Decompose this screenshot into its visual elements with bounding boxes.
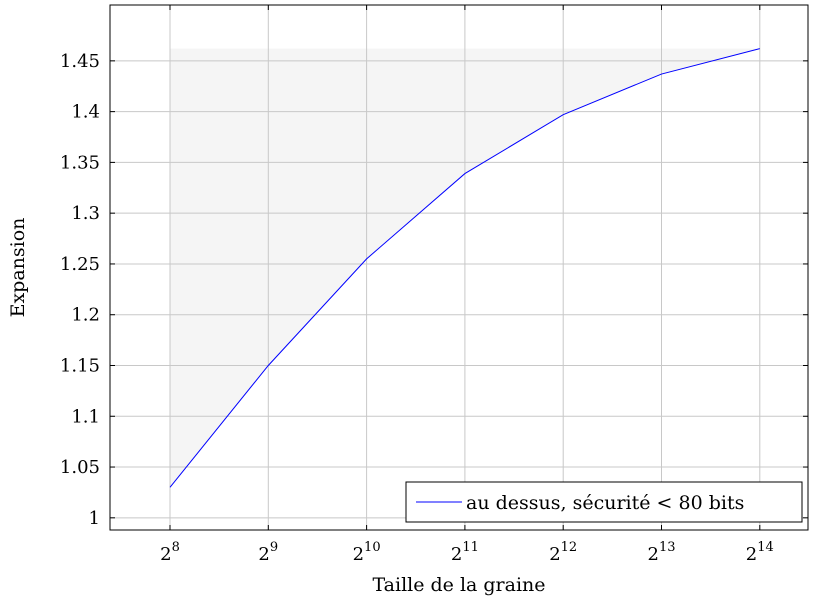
x-tick-label: 214 [746, 540, 774, 565]
shaded-region [170, 48, 760, 488]
x-tick-exponent: 10 [364, 540, 381, 555]
series-layer [169, 48, 760, 488]
x-tick-base: 2 [746, 544, 757, 565]
x-tick-exponent: 12 [561, 540, 578, 555]
legend-box [405, 481, 803, 523]
x-tick-base: 2 [648, 544, 659, 565]
y-tick-label: 1.3 [71, 203, 100, 224]
y-tick-label: 1.35 [60, 152, 100, 173]
y-tick-label: 1.15 [60, 355, 100, 376]
x-tick-label: 29 [258, 540, 278, 565]
x-tick-exponent: 8 [172, 540, 180, 555]
x-tick-exponent: 13 [659, 540, 676, 555]
x-tick-label: 212 [549, 540, 577, 565]
y-tick-label: 1.1 [71, 406, 100, 427]
shaded-region-layer [170, 48, 760, 488]
x-tick-label: 211 [451, 540, 479, 565]
x-tick-exponent: 11 [462, 540, 479, 555]
y-tick-label: 1.05 [60, 457, 100, 478]
x-tick-label: 28 [160, 540, 180, 565]
y-tick-label: 1.2 [71, 305, 100, 326]
x-tick-base: 2 [549, 544, 560, 565]
legend-entry-label: au dessus, sécurité < 80 bits [466, 492, 744, 514]
x-tick-exponent: 9 [270, 540, 278, 555]
x-tick-exponent: 14 [757, 540, 774, 555]
y-tick-label: 1.4 [71, 102, 100, 123]
y-axis: 1 1.05 1.1 1.15 1.2 1.25 1.3 1.35 1.4 1.45 [60, 51, 808, 529]
legend: au dessus, sécurité < 80 bits [405, 481, 803, 523]
y-tick-label: 1.45 [60, 51, 100, 72]
x-axis-label: Taille de la graine [372, 574, 545, 596]
x-tick-label: 210 [353, 540, 381, 565]
x-tick-label: 213 [648, 540, 676, 565]
grid [110, 5, 808, 530]
x-tick-base: 2 [353, 544, 364, 565]
y-axis-label: Expansion [7, 218, 29, 318]
x-tick-base: 2 [258, 544, 269, 565]
series-line [169, 48, 760, 488]
x-tick-base: 2 [160, 544, 171, 565]
x-axis: 28 29 210 211 212 213 214 [160, 5, 774, 565]
y-tick-label: 1 [89, 508, 100, 529]
plot-frame [109, 4, 809, 531]
x-tick-base: 2 [451, 544, 462, 565]
y-tick-label: 1.25 [60, 254, 100, 275]
